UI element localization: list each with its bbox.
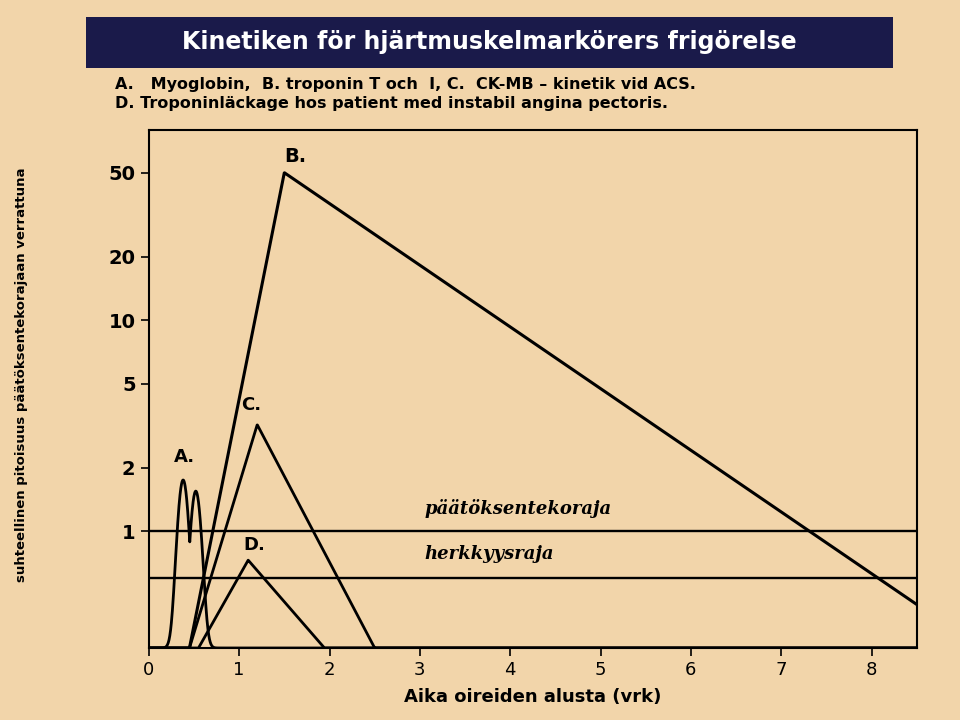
- Text: B.: B.: [284, 147, 306, 166]
- Text: A.   Myoglobin,  B. troponin T och  I, C.  CK-MB – kinetik vid ACS.: A. Myoglobin, B. troponin T och I, C. CK…: [115, 77, 696, 92]
- X-axis label: Aika oireiden alusta (vrk): Aika oireiden alusta (vrk): [404, 688, 661, 706]
- Text: D.: D.: [244, 536, 266, 554]
- Text: suhteellinen pitoisuus päätöksentekorajaan verrattuna: suhteellinen pitoisuus päätöksentekoraja…: [14, 167, 28, 582]
- Text: Kinetiken för hjärtmuskelmarkörers frigörelse: Kinetiken för hjärtmuskelmarkörers frigö…: [182, 30, 797, 55]
- Text: päätöksentekoraja: päätöksentekoraja: [424, 500, 612, 518]
- Text: A.: A.: [174, 448, 195, 466]
- Text: herkkyysraja: herkkyysraja: [424, 545, 554, 563]
- Text: D. Troponinläckage hos patient med instabil angina pectoris.: D. Troponinläckage hos patient med insta…: [115, 96, 668, 112]
- Text: C.: C.: [241, 396, 261, 414]
